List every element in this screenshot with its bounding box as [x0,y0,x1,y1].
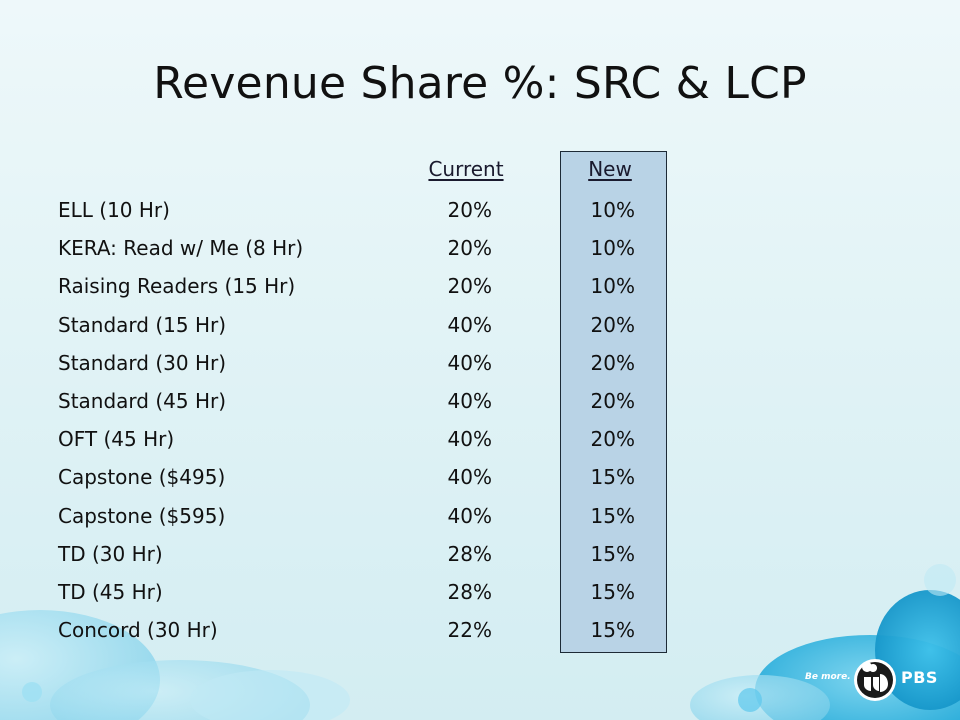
table-row: Capstone ($595) 40% 15% [58,496,678,534]
row-label: KERA: Read w/ Me (8 Hr) [58,236,304,261]
new-value: 15% [590,465,635,490]
pbs-head-icon [854,659,896,701]
current-value: 40% [447,350,492,375]
table-row: Concord (30 Hr) 22% 15% [58,610,678,648]
current-value: 20% [447,236,492,261]
row-label: Raising Readers (15 Hr) [58,274,296,299]
new-column-highlight [560,151,667,653]
table-row: Standard (15 Hr) 40% 20% [58,305,678,343]
table-row: ELL (10 Hr) 20% 10% [58,190,678,228]
new-value: 20% [590,427,635,452]
current-value: 40% [447,388,492,413]
page-title: Revenue Share %: SRC & LCP [153,58,807,109]
logo-wordmark: PBS [901,668,938,687]
current-value: 40% [447,312,492,337]
new-value: 15% [590,579,635,604]
row-label: Concord (30 Hr) [58,618,218,643]
table-row: Capstone ($495) 40% 15% [58,457,678,495]
table-row: Raising Readers (15 Hr) 20% 10% [58,266,678,304]
table-row: TD (30 Hr) 28% 15% [58,534,678,572]
pbs-logo: Be more. PBS [805,656,945,702]
header-new: New [588,157,632,181]
new-value: 20% [590,312,635,337]
header-current: Current [428,157,504,181]
row-label: ELL (10 Hr) [58,198,170,222]
current-value: 40% [447,503,492,528]
row-label: Standard (15 Hr) [58,312,227,337]
new-value: 20% [590,388,635,413]
new-value: 15% [590,618,635,643]
table-row: OFT (45 Hr) 40% 20% [58,419,678,457]
row-label: Standard (45 Hr) [58,388,227,413]
table-row: TD (45 Hr) 28% 15% [58,572,678,610]
logo-tagline: Be more. [805,672,851,682]
table-row: KERA: Read w/ Me (8 Hr) 20% 10% [58,228,678,266]
new-value: 15% [590,503,635,528]
row-label: TD (45 Hr) [58,579,163,604]
current-value: 40% [447,465,492,490]
current-value: 28% [447,541,492,566]
new-value: 10% [590,236,635,261]
table-row: Standard (30 Hr) 40% 20% [58,343,678,381]
row-label: TD (30 Hr) [58,541,163,566]
new-value: 10% [590,274,635,299]
row-label: Standard (30 Hr) [58,350,227,375]
new-value: 20% [590,350,635,375]
current-value: 28% [447,579,492,604]
row-label: Capstone ($495) [58,465,226,490]
row-label: Capstone ($595) [58,503,226,528]
new-value: 10% [590,198,635,222]
new-value: 15% [590,541,635,566]
current-value: 20% [447,198,492,222]
current-value: 20% [447,274,492,299]
current-value: 22% [447,618,492,643]
current-value: 40% [447,427,492,452]
row-label: OFT (45 Hr) [58,427,175,452]
revenue-share-table: ELL (10 Hr) 20% 10% KERA: Read w/ Me (8 … [58,190,678,648]
table-row: Standard (45 Hr) 40% 20% [58,381,678,419]
